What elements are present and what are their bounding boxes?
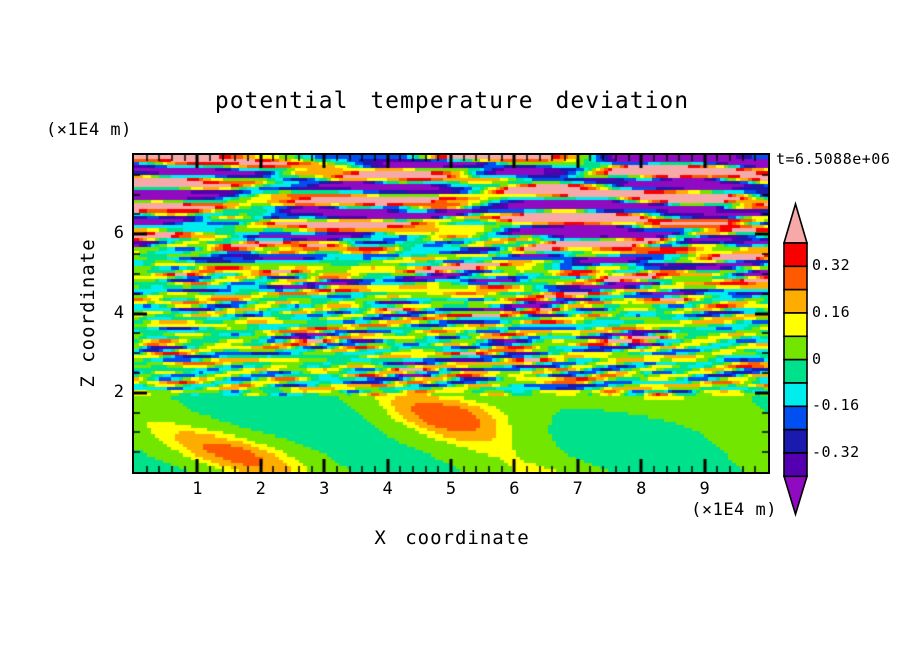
x-tick-label: 7 bbox=[572, 479, 583, 499]
colorbar bbox=[770, 190, 830, 530]
plot-frame bbox=[132, 153, 770, 474]
colorbar-svg bbox=[782, 201, 809, 518]
colorbar-tick-label: 0.32 bbox=[812, 256, 851, 275]
time-annotation: t=6.5088e+06 bbox=[776, 150, 891, 168]
x-tick-label: 9 bbox=[699, 479, 710, 499]
chart-title: potential temperature deviation bbox=[214, 88, 690, 114]
x-tick-label: 1 bbox=[192, 479, 203, 499]
colorbar-tick-label: -0.16 bbox=[812, 396, 860, 415]
x-axis-label: X coordinate bbox=[374, 527, 530, 549]
y-tick-label: 2 bbox=[113, 381, 124, 402]
colorbar-tick-label: -0.32 bbox=[812, 442, 860, 461]
x-tick-label: 2 bbox=[255, 479, 266, 499]
x-tick-label: 3 bbox=[319, 479, 330, 499]
field-canvas bbox=[134, 155, 768, 472]
x-tick-label: 4 bbox=[382, 479, 393, 499]
colorbar-tick-label: 0.16 bbox=[812, 302, 851, 321]
y-axis-unit-label: (×1E4 m) bbox=[46, 120, 132, 140]
x-tick-label: 6 bbox=[509, 479, 520, 499]
x-tick-label: 5 bbox=[445, 479, 457, 499]
y-tick-label: 6 bbox=[113, 223, 124, 244]
x-tick-label: 8 bbox=[636, 479, 647, 499]
colorbar-tick-label: 0 bbox=[812, 349, 822, 368]
y-tick-label: 4 bbox=[113, 302, 124, 323]
x-axis-unit-label: (×1E4 m) bbox=[691, 500, 777, 520]
